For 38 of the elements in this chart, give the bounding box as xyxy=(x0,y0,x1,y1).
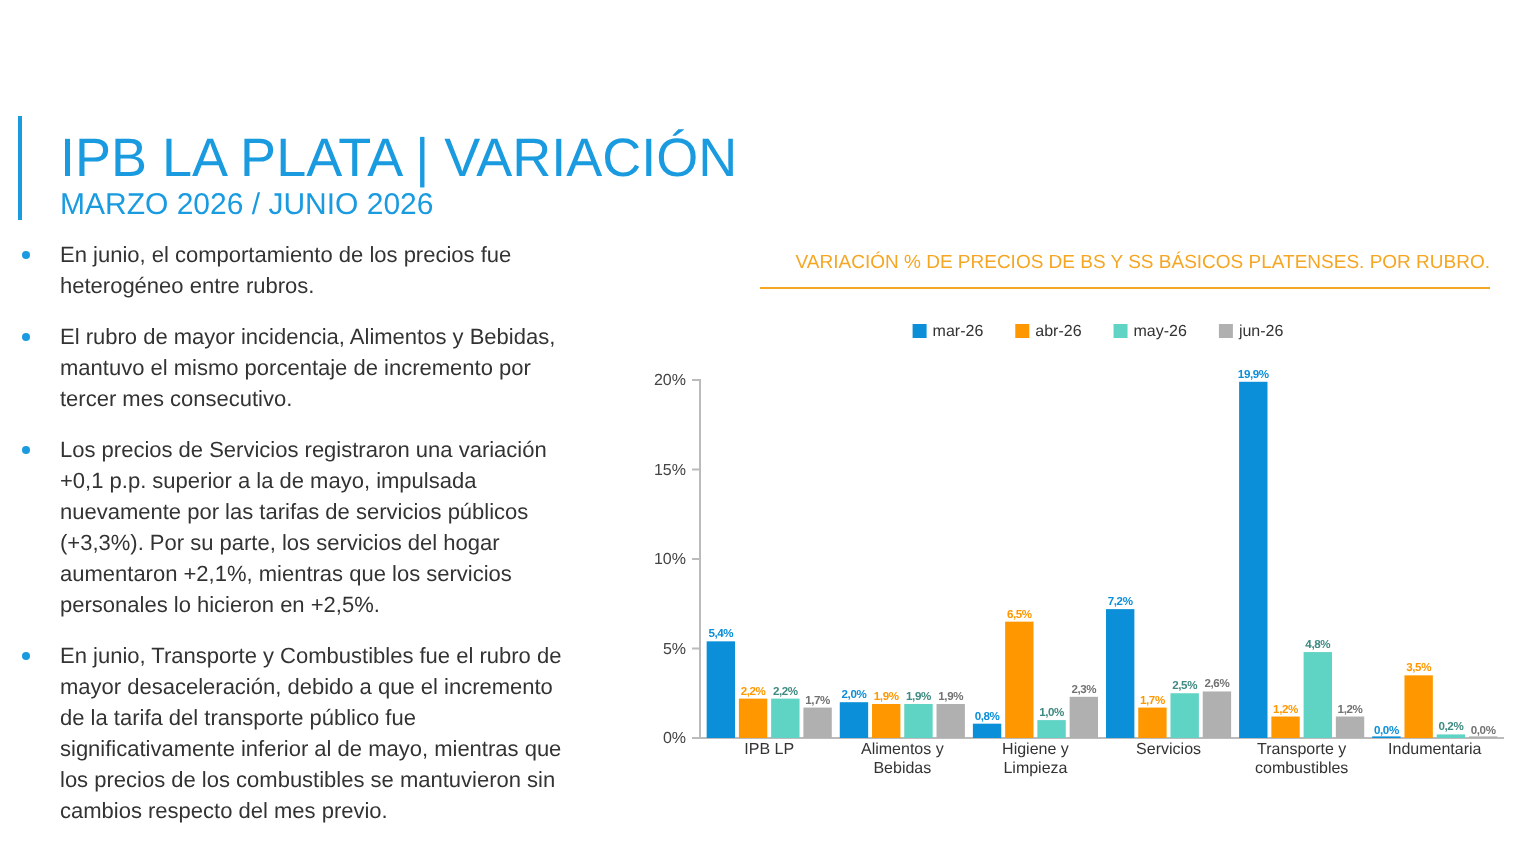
y-tick-label: 10% xyxy=(653,550,686,569)
text: En junio, Transporte y Combustibles fue el rubro de mayor desaceleración, debido a que el incremento de la tarifa del transporte público fue significativamente inferior al de mayo, mientras que los precios de los combustibles se mantuvieron sin cambios respecto del mes previo. xyxy=(60,645,562,824)
bar xyxy=(1037,720,1066,738)
text: VARIACIÓN % DE PRECIOS DE BS Y SS BÁSICOS PLATENSES. POR RUBRO. xyxy=(795,250,1490,274)
legend-label: may-26 xyxy=(1133,322,1188,340)
bar xyxy=(839,702,869,738)
y-tick-label: 5% xyxy=(662,639,686,658)
bar xyxy=(706,641,736,738)
chart-title: IPB LA PLATA | VARIACIÓN xyxy=(60,128,738,188)
legend-label: abr-26 xyxy=(1035,322,1083,340)
bar xyxy=(904,703,933,738)
x-tick-label: Higiene y Limpieza xyxy=(1002,740,1069,777)
bar xyxy=(1005,621,1034,738)
x-tick-label: Transporte y combustibles xyxy=(1254,740,1349,777)
y-tick-label: 15% xyxy=(653,460,686,479)
bar xyxy=(738,698,768,738)
bar xyxy=(1105,609,1135,738)
bar xyxy=(771,698,800,738)
bar xyxy=(872,703,901,738)
bar xyxy=(1239,381,1268,738)
bar xyxy=(972,723,1002,738)
text: En junio, el comportamiento de los precios fue heterogéneo entre rubros. xyxy=(60,244,512,299)
text: El rubro de mayor incidencia, Alimentos y Bebidas, mantuvo el mismo porcentaje de incremento por tercer mes consecutivo. xyxy=(60,326,556,412)
legend-label: mar-26 xyxy=(932,322,985,340)
y-tick-label: 0% xyxy=(662,729,686,748)
text: Los precios de Servicios registraron una variación +0,1 p.p. superior a la de mayo, impulsada nuevamente por las tarifas de servicios públicos (+3,3%). Por su parte, los servicios del hogar aumentaron +2,1%, mientras que los servicios personales lo hicieron en +2,5%. xyxy=(60,439,547,618)
bar xyxy=(1404,675,1433,738)
x-tick-label: IPB LP xyxy=(744,740,795,758)
text: MARZO 2026 / JUNIO 2026 xyxy=(60,188,434,222)
y-tick-label: 20% xyxy=(653,371,686,390)
bar xyxy=(1303,652,1332,738)
legend-label: jun-26 xyxy=(1236,322,1285,340)
bar xyxy=(1170,693,1199,738)
bar xyxy=(1138,707,1167,738)
x-tick-label: Indumentaria xyxy=(1388,740,1483,758)
x-tick-label: Servicios xyxy=(1136,740,1202,758)
bar xyxy=(1271,716,1300,738)
x-tick-label: Alimentos y Bebidas xyxy=(860,740,944,777)
